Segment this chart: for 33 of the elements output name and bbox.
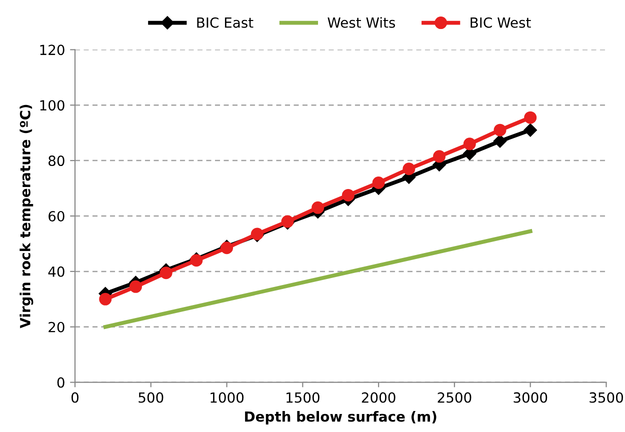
point — [160, 266, 172, 280]
x-tick-label: 2500 — [438, 392, 472, 403]
x-tick-label: 3000 — [514, 392, 548, 403]
x-tick-label: 1500 — [286, 392, 320, 403]
y-tick-label: 120 — [40, 44, 64, 56]
y-tick-label: 100 — [40, 100, 64, 111]
legend-label: BIC East — [197, 17, 254, 28]
point — [494, 124, 506, 136]
y-tick-label: 80 — [48, 156, 64, 166]
y-tick-label: 40 — [48, 266, 64, 277]
legend-label: BIC West — [470, 17, 531, 28]
point — [524, 111, 537, 124]
point — [342, 188, 354, 202]
y-tick-label: 0 — [57, 377, 64, 388]
y-axis-title: Virgin rock temperature (ºC) — [20, 104, 34, 328]
x-tick-label: 2000 — [362, 392, 396, 403]
x-tick-label: 0 — [71, 392, 78, 403]
y-tick-label: 60 — [48, 210, 64, 222]
point — [372, 176, 385, 189]
point — [524, 123, 537, 137]
point — [463, 138, 476, 150]
point — [129, 280, 142, 293]
x-tick-label: 1000 — [210, 392, 244, 403]
x-axis-title: Depth below surface (m) — [245, 411, 436, 424]
point — [99, 292, 112, 306]
x-tick-label: 500 — [138, 392, 164, 403]
point — [433, 150, 446, 163]
legend-label: West Wits — [328, 17, 396, 28]
x-tick-label: 3500 — [590, 392, 623, 403]
y-tick-label: 20 — [48, 322, 64, 332]
point — [312, 201, 324, 214]
point — [402, 162, 416, 176]
point — [493, 134, 507, 148]
